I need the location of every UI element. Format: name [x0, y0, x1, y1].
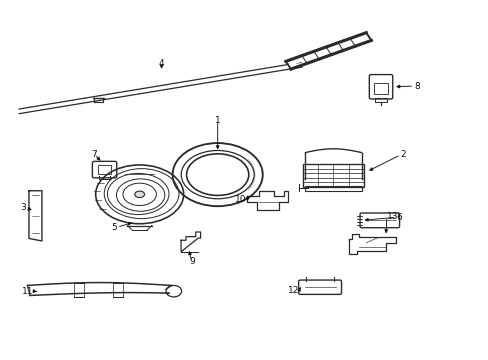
Text: 6: 6 [396, 213, 402, 222]
Bar [98, 165, 111, 174]
Text: 7: 7 [91, 150, 97, 159]
Ellipse shape [135, 191, 144, 198]
Text: 11: 11 [22, 287, 34, 296]
Text: 3: 3 [20, 203, 26, 212]
Text: 1: 1 [214, 116, 220, 125]
Bar [373, 83, 387, 94]
Text: 4: 4 [159, 59, 164, 68]
Bar [305, 186, 361, 191]
Text: 12: 12 [287, 286, 299, 295]
Bar [374, 98, 386, 102]
Text: 8: 8 [413, 82, 419, 91]
Text: 10: 10 [234, 195, 245, 204]
Text: 5: 5 [111, 223, 117, 232]
Text: 2: 2 [400, 150, 406, 159]
Text: 9: 9 [188, 257, 194, 266]
Bar [303, 165, 363, 187]
Text: 13: 13 [386, 212, 398, 221]
